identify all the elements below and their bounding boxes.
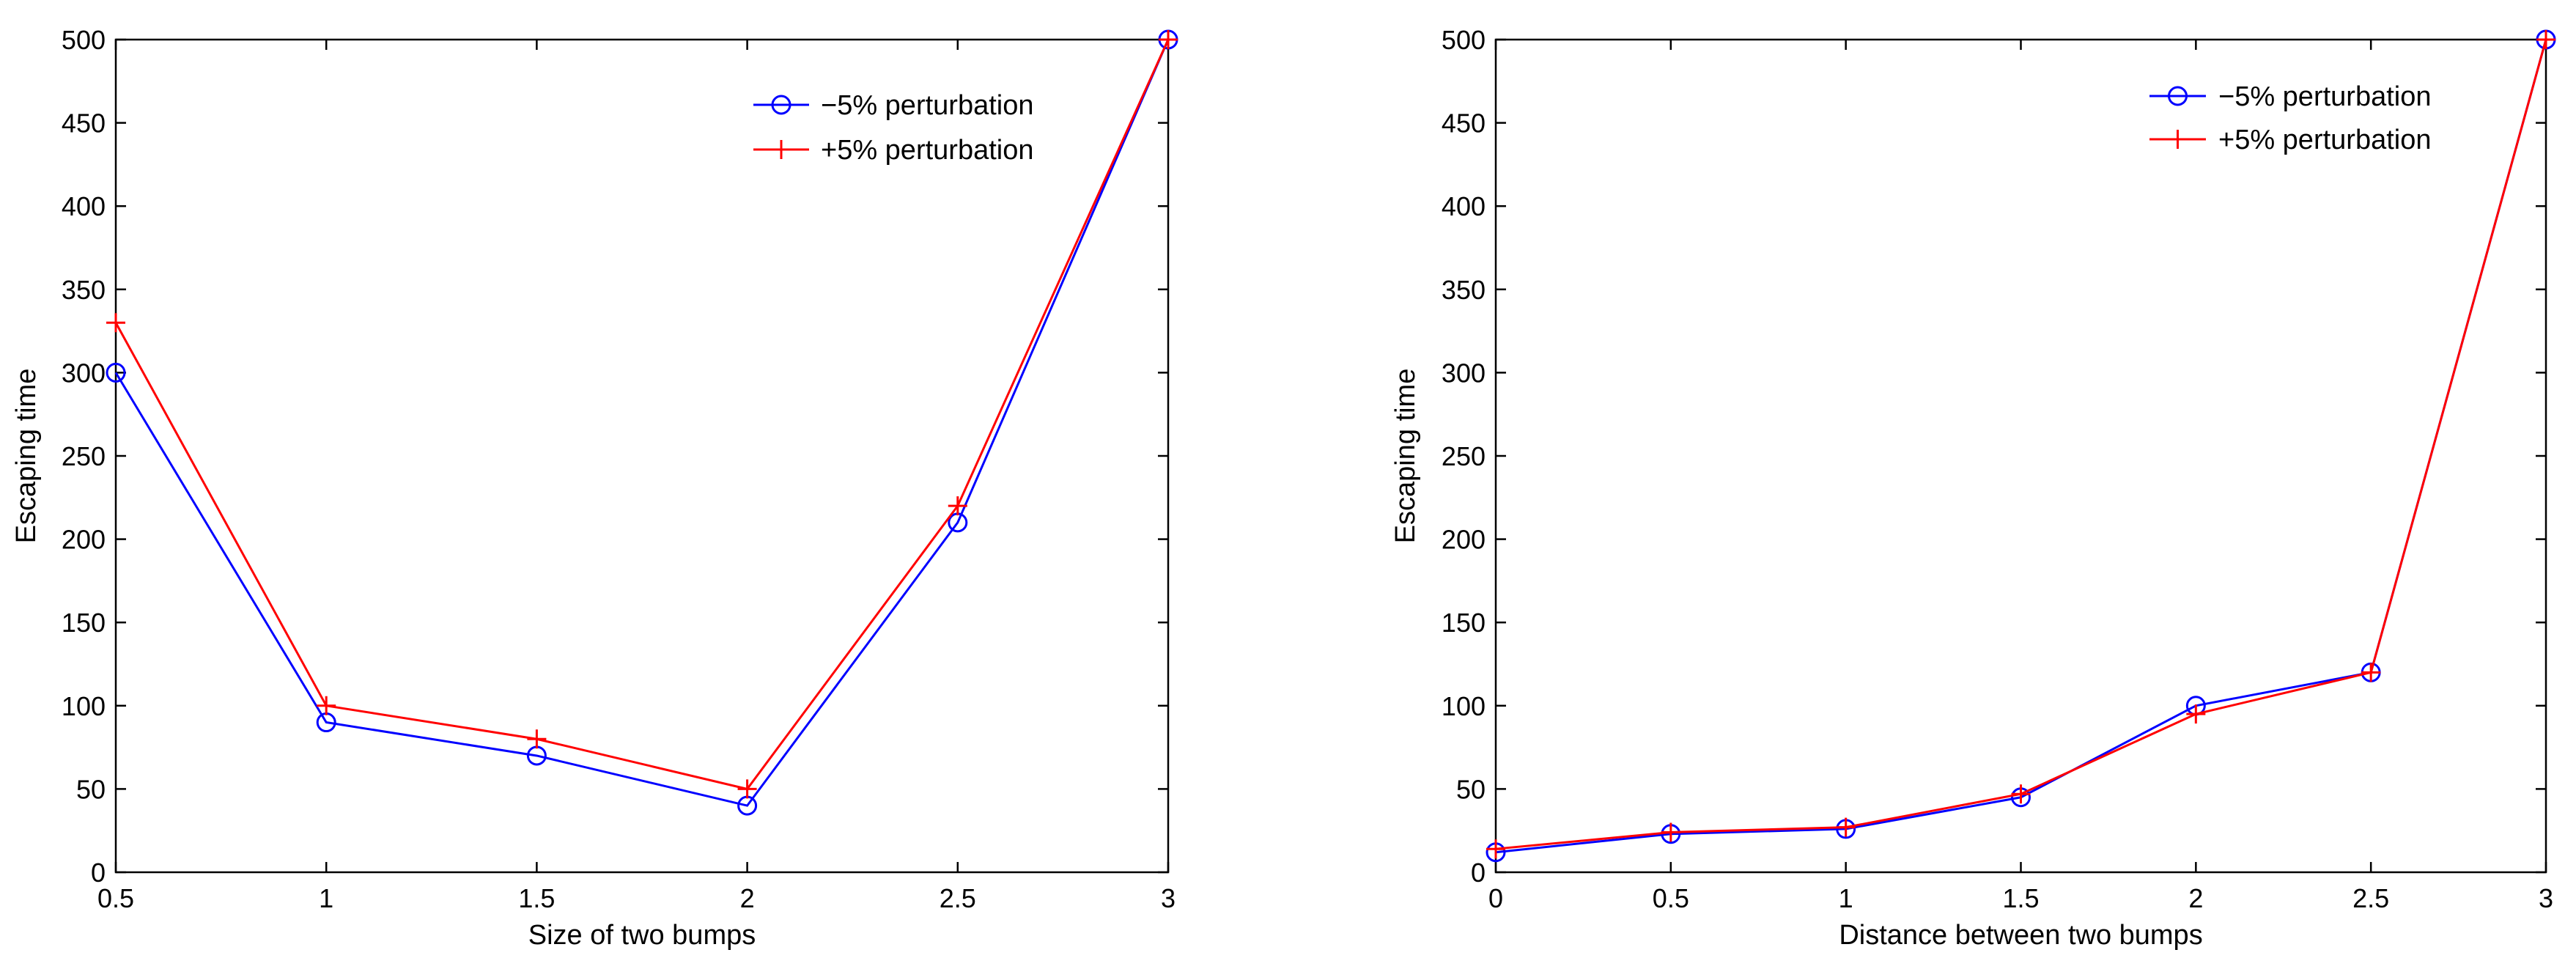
data-point-circle	[106, 362, 126, 383]
x-tick-label: 1.5	[518, 883, 555, 913]
x-tick-label: 0.5	[97, 883, 134, 913]
data-point-plus	[106, 313, 125, 333]
y-tick-label: 250	[62, 441, 106, 471]
y-tick-label: 150	[62, 608, 106, 638]
y-tick-label: 500	[62, 25, 106, 55]
data-point-plus	[2011, 784, 2031, 804]
chart-2: 0 0.5 1 1.5 2 2.5 3 0 50 100 150 200 250 300 350 400 450…	[1390, 25, 2556, 951]
y-tick-label: 500	[1442, 25, 1486, 55]
y-tick-label: 250	[1442, 441, 1486, 471]
series-line-2	[114, 39, 1170, 791]
x-tick-label: 3	[1161, 883, 1176, 913]
data-point-plus	[1159, 30, 1178, 49]
x-tick-label: 1.5	[2002, 883, 2039, 913]
data-point-plus	[2186, 704, 2206, 724]
legend-label-1: −5% perturbation	[821, 90, 1033, 121]
y-tick-label: 450	[1442, 108, 1486, 139]
data-point-plus	[2536, 30, 2555, 49]
y-tick-label: 200	[62, 525, 106, 555]
data-point-plus	[737, 779, 757, 799]
x-tick-label: 1	[319, 883, 333, 913]
x-tick-label: 2.5	[940, 883, 976, 913]
y-tick-label: 150	[1442, 608, 1486, 638]
x-tick-label: 2.5	[2352, 883, 2389, 913]
x-axis-label: Distance between two bumps	[1839, 920, 2202, 951]
x-tick-label: 0.5	[1653, 883, 1689, 913]
legend-label-2: +5% perturbation	[2218, 125, 2431, 155]
legend-marker-plus	[2168, 130, 2188, 149]
x-tick-label: 2	[2188, 883, 2203, 913]
y-tick-label: 400	[62, 191, 106, 221]
y-tick-label: 50	[1456, 774, 1486, 804]
y-tick-label: 450	[62, 108, 106, 139]
x-tick-label: 0	[1488, 883, 1503, 913]
x-tick-label: 1	[1839, 883, 1853, 913]
y-tick-label: 100	[62, 691, 106, 721]
data-point-plus	[948, 496, 967, 516]
data-point-plus	[1486, 839, 1505, 859]
y-tick-label: 50	[76, 774, 106, 804]
legend-marker-circle	[771, 95, 791, 115]
x-axis-label: Size of two bumps	[528, 920, 756, 951]
y-tick-label: 350	[1442, 275, 1486, 305]
y-axis-label: Escaping time	[1390, 369, 1421, 544]
legend-marker-plus	[772, 140, 791, 159]
data-point-plus	[1661, 822, 1680, 842]
legend-label-2: +5% perturbation	[821, 135, 1033, 166]
chart-1: 0.5 1 1.5 2 2.5 3 0 50 100 150 200 250 300 350 400 450 5…	[11, 25, 1178, 951]
y-axis-label: Escaping time	[11, 369, 42, 544]
x-tick-label: 3	[2539, 883, 2553, 913]
data-point-plus	[2361, 663, 2381, 682]
y-tick-label: 400	[1442, 191, 1486, 221]
y-tick-label: 300	[62, 358, 106, 388]
y-tick-label: 350	[62, 275, 106, 305]
legend-label-1: −5% perturbation	[2218, 81, 2431, 112]
legend-marker-circle	[2168, 86, 2188, 106]
data-point-plus	[1836, 817, 1856, 837]
data-point-plus	[527, 729, 547, 749]
y-tick-label: 300	[1442, 358, 1486, 388]
series-line-1	[114, 39, 1170, 807]
y-tick-label: 0	[91, 858, 106, 888]
y-tick-label: 100	[1442, 691, 1486, 721]
y-tick-label: 0	[1471, 858, 1486, 888]
y-tick-label: 200	[1442, 525, 1486, 555]
data-point-plus	[317, 696, 336, 715]
x-tick-label: 2	[740, 883, 755, 913]
